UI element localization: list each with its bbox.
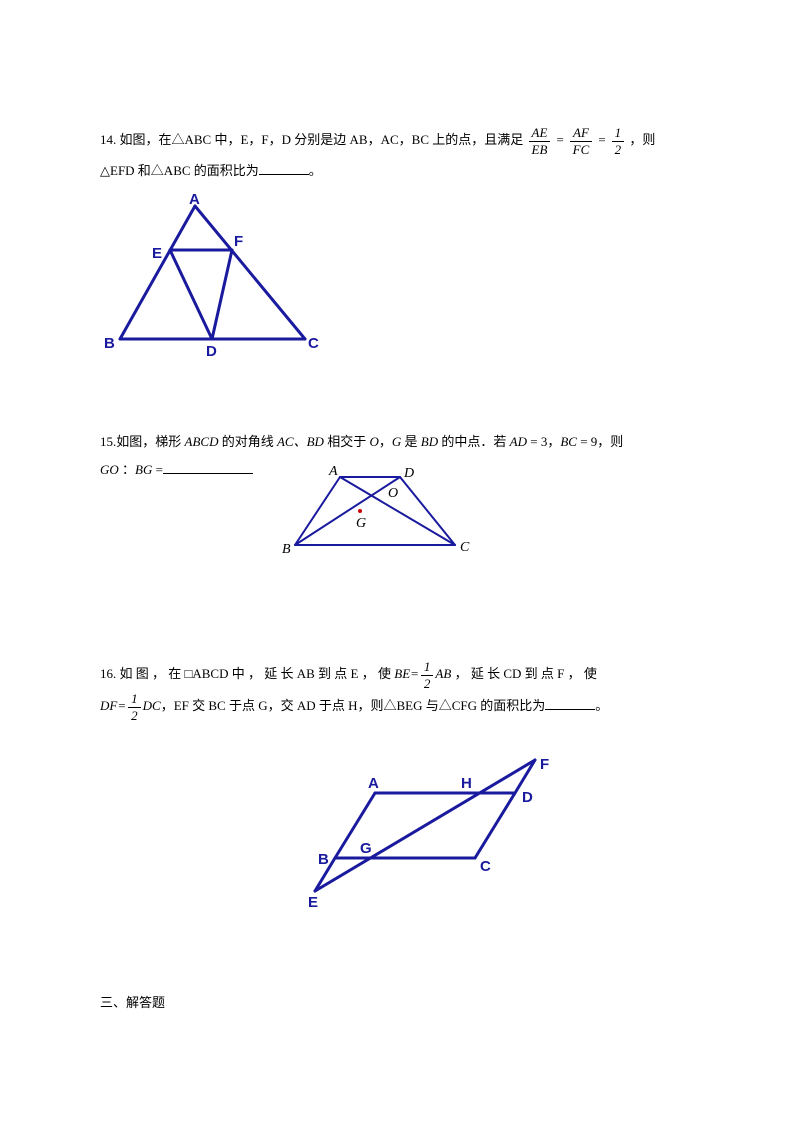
p14-frac3: 1 2 bbox=[612, 125, 625, 157]
svg-text:G: G bbox=[360, 840, 372, 857]
triangle-figure-14: A B C D E F bbox=[100, 194, 330, 364]
p14-number: 14. bbox=[100, 132, 116, 147]
p15-number: 15. bbox=[100, 434, 116, 449]
svg-text:C: C bbox=[308, 335, 319, 352]
problem-16-text: 16. 如 图 ， 在 □ABCD 中 ， 延 长 AB 到 点 E ， 使 B… bbox=[100, 659, 704, 723]
trapezoid-figure-15: A B C DO G bbox=[280, 465, 480, 565]
svg-text:C: C bbox=[480, 858, 491, 875]
p14-blank bbox=[259, 161, 309, 175]
p15-figure: A B C DO G bbox=[280, 465, 704, 569]
svg-text:B: B bbox=[318, 851, 329, 868]
p16-figure: A B C D E F G H bbox=[300, 753, 704, 912]
p14-frac2: AF FC bbox=[570, 125, 593, 157]
svg-text:C: C bbox=[460, 540, 470, 555]
svg-text:G: G bbox=[356, 516, 366, 531]
svg-text:H: H bbox=[461, 775, 472, 792]
p15-blank bbox=[163, 460, 253, 474]
p14-frac1: AE EB bbox=[529, 125, 551, 157]
svg-text:E: E bbox=[152, 245, 162, 262]
svg-text:A: A bbox=[368, 775, 379, 792]
section-3-title: 三、解答题 bbox=[100, 992, 704, 1011]
parallelogram-figure-16: A B C D E F G H bbox=[300, 753, 570, 908]
p16-number: 16. bbox=[100, 666, 116, 681]
p14-pre: 如图，在△ABC 中，E，F，D 分别是边 AB，AC，BC 上的点，且满足 bbox=[120, 132, 524, 147]
svg-text:A: A bbox=[328, 465, 338, 479]
p16-frac2: 1 2 bbox=[128, 691, 141, 723]
svg-text:F: F bbox=[540, 756, 549, 773]
problem-16: 16. 如 图 ， 在 □ABCD 中 ， 延 长 AB 到 点 E ， 使 B… bbox=[100, 659, 704, 912]
svg-text:A: A bbox=[189, 194, 200, 208]
svg-text:D: D bbox=[403, 466, 414, 481]
svg-text:F: F bbox=[234, 233, 243, 250]
p14-figure: A B C D E F bbox=[100, 194, 704, 368]
svg-text:O: O bbox=[388, 486, 398, 501]
problem-14-text: 14. 如图，在△ABC 中，E，F，D 分别是边 AB，AC，BC 上的点，且… bbox=[100, 125, 704, 186]
problem-14: 14. 如图，在△ABC 中，E，F，D 分别是边 AB，AC，BC 上的点，且… bbox=[100, 125, 704, 368]
svg-text:B: B bbox=[282, 542, 291, 557]
p16-frac1: 1 2 bbox=[421, 659, 434, 691]
svg-text:D: D bbox=[522, 789, 533, 806]
svg-text:B: B bbox=[104, 335, 115, 352]
svg-text:E: E bbox=[308, 894, 318, 908]
p16-blank bbox=[545, 696, 595, 710]
p14-line2: △EFD 和△ABC 的面积比为 bbox=[100, 163, 259, 178]
problem-15: 15.如图，梯形 ABCD 的对角线 AC、BD 相交于 O，G 是 BD 的中… bbox=[100, 428, 704, 569]
svg-text:D: D bbox=[206, 343, 217, 360]
